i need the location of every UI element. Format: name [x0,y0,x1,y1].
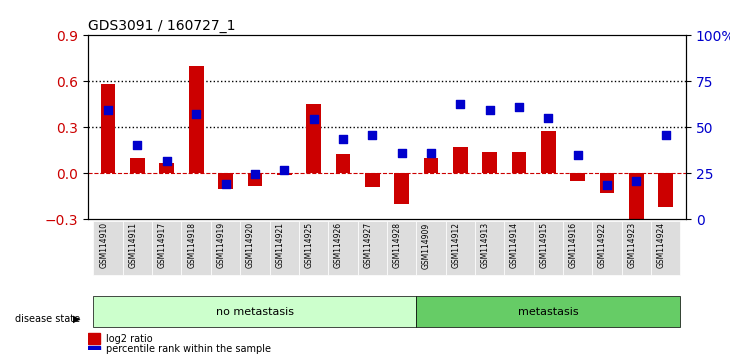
Text: GSM114920: GSM114920 [246,222,255,268]
Bar [512,152,526,173]
Text: GSM114926: GSM114926 [334,222,343,268]
Point [249,172,261,177]
Point [484,107,496,113]
FancyBboxPatch shape [211,221,240,275]
Bar [306,104,321,173]
Text: GSM114913: GSM114913 [480,222,490,268]
FancyBboxPatch shape [123,221,152,275]
FancyBboxPatch shape [93,221,123,275]
Text: GSM114909: GSM114909 [422,222,431,269]
Text: GDS3091 / 160727_1: GDS3091 / 160727_1 [88,19,235,33]
Text: GSM114917: GSM114917 [158,222,167,268]
Point [425,150,437,156]
Bar [483,152,497,173]
Text: GSM114916: GSM114916 [569,222,577,268]
Point [220,181,231,187]
Point [631,178,642,184]
FancyBboxPatch shape [358,221,387,275]
FancyBboxPatch shape [592,221,622,275]
Bar [570,173,585,181]
Bar [453,147,468,173]
Bar [159,163,174,173]
Point [660,132,672,138]
Text: GSM114914: GSM114914 [510,222,519,268]
Text: GSM114911: GSM114911 [128,222,137,268]
Bar [394,173,409,204]
FancyBboxPatch shape [269,221,299,275]
FancyBboxPatch shape [93,296,416,327]
FancyBboxPatch shape [240,221,269,275]
Text: log2 ratio: log2 ratio [106,334,152,344]
Point [454,101,466,106]
Bar [277,173,291,175]
FancyBboxPatch shape [299,221,328,275]
Text: GSM114912: GSM114912 [451,222,460,268]
FancyBboxPatch shape [328,221,358,275]
Bar [247,173,262,186]
FancyBboxPatch shape [445,221,475,275]
FancyBboxPatch shape [416,221,445,275]
FancyBboxPatch shape [182,221,211,275]
FancyBboxPatch shape [504,221,534,275]
Bar [658,173,673,207]
Text: GSM114915: GSM114915 [539,222,548,268]
Point [102,107,114,113]
Point [337,137,349,142]
Text: metastasis: metastasis [518,307,579,316]
Text: no metastasis: no metastasis [216,307,294,316]
Point [601,183,612,188]
Text: GSM114927: GSM114927 [364,222,372,268]
FancyBboxPatch shape [563,221,592,275]
Text: ▶: ▶ [73,314,80,324]
Bar [88,333,99,344]
Text: GSM114918: GSM114918 [187,222,196,268]
Text: GSM114924: GSM114924 [657,222,666,268]
Text: GSM114910: GSM114910 [99,222,108,268]
Bar [541,131,556,173]
FancyBboxPatch shape [152,221,182,275]
Bar [336,154,350,173]
FancyBboxPatch shape [651,221,680,275]
Text: GSM114922: GSM114922 [598,222,607,268]
Point [396,150,407,156]
Point [308,116,320,122]
Text: GSM114919: GSM114919 [217,222,226,268]
Bar [130,158,145,173]
Point [191,111,202,116]
Bar [189,66,204,173]
Bar [365,173,380,187]
Point [542,115,554,121]
Text: GSM114923: GSM114923 [627,222,637,268]
Bar [423,158,438,173]
Bar [599,173,615,193]
Text: percentile rank within the sample: percentile rank within the sample [106,344,271,354]
Bar [218,173,233,189]
Point [572,152,583,158]
Text: GSM114928: GSM114928 [393,222,402,268]
FancyBboxPatch shape [534,221,563,275]
Point [278,167,290,173]
FancyBboxPatch shape [622,221,651,275]
Point [131,142,143,148]
Point [513,104,525,110]
Bar [101,85,115,173]
FancyBboxPatch shape [387,221,416,275]
Text: GSM114921: GSM114921 [275,222,284,268]
Point [366,132,378,138]
Text: disease state: disease state [15,314,80,324]
FancyBboxPatch shape [416,296,680,327]
Text: GSM114925: GSM114925 [304,222,314,268]
Point [161,158,173,164]
Bar [88,346,99,354]
FancyBboxPatch shape [475,221,504,275]
Bar [629,173,644,232]
